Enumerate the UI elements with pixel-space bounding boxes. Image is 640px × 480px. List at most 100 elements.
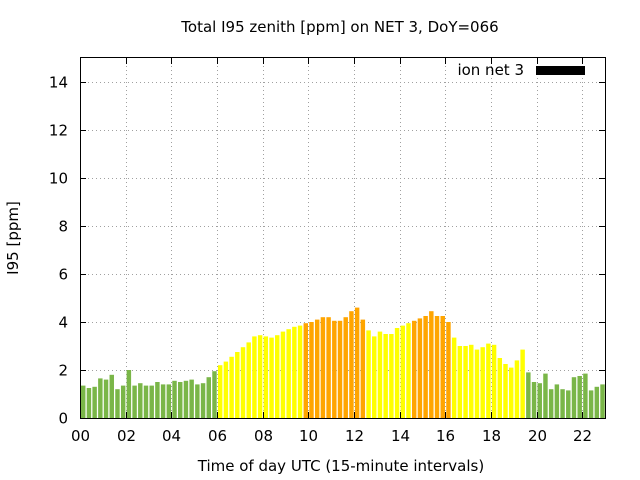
bar (235, 352, 240, 418)
bar (320, 317, 326, 418)
bar (503, 364, 508, 418)
bar (389, 334, 394, 418)
bar (280, 331, 286, 418)
bar (531, 382, 537, 418)
x-tick-label: 12 (345, 427, 364, 445)
bar (332, 320, 337, 418)
x-tick-label: 16 (436, 427, 455, 445)
bar (217, 365, 223, 418)
bar (200, 383, 206, 418)
y-tick-label: 14 (49, 74, 68, 92)
y-tick-label: 8 (58, 218, 68, 236)
bars (81, 307, 605, 418)
bar (138, 383, 143, 418)
bar (560, 389, 565, 418)
bar (457, 346, 463, 418)
bar (360, 319, 366, 418)
legend-label: ion net 3 (457, 61, 524, 79)
bar (446, 322, 451, 418)
bar (349, 311, 354, 418)
bar (411, 320, 417, 418)
y-tick-label: 0 (58, 410, 68, 428)
bar (166, 384, 172, 418)
bar (183, 380, 189, 418)
y-tick-label: 6 (58, 266, 68, 284)
bar (257, 335, 263, 418)
bar (577, 376, 582, 418)
bar (103, 379, 109, 418)
bar (206, 377, 211, 418)
bar (86, 388, 92, 418)
bar (337, 320, 343, 418)
bar (486, 343, 491, 418)
bar (109, 374, 114, 418)
bar (252, 336, 257, 418)
bar (212, 371, 217, 418)
bar (269, 337, 274, 418)
bar (469, 344, 474, 418)
bar (366, 330, 371, 418)
bar (554, 384, 560, 418)
bar (383, 334, 388, 418)
bar (600, 384, 605, 418)
bar (451, 337, 457, 418)
bar (406, 323, 411, 418)
bar (491, 344, 497, 418)
bar (343, 317, 348, 418)
bar (189, 379, 194, 418)
x-axis-label: Time of day UTC (15-minute intervals) (197, 457, 484, 475)
bar (508, 367, 514, 418)
bar (172, 380, 177, 418)
bar (240, 347, 246, 418)
bar (571, 377, 577, 418)
bar (429, 311, 434, 418)
plot-frame (80, 57, 606, 419)
bar (143, 385, 149, 418)
bar (229, 356, 234, 418)
bar (548, 389, 554, 418)
x-tick-label: 06 (208, 427, 227, 445)
bar (394, 328, 400, 418)
bar (246, 342, 251, 418)
bar (178, 382, 183, 418)
bar (115, 389, 120, 418)
y-axis-label: I95 [ppm] (4, 201, 22, 275)
bar (275, 335, 280, 418)
bar (292, 326, 297, 418)
bar (155, 382, 160, 418)
x-tick-label: 22 (573, 427, 592, 445)
bar (263, 336, 269, 418)
bar (440, 316, 445, 418)
bar (314, 319, 320, 418)
bar (463, 346, 468, 418)
bar (303, 323, 308, 418)
bar (354, 307, 360, 418)
bar (309, 322, 314, 418)
bar (543, 373, 548, 418)
bar (514, 360, 520, 418)
bar (537, 383, 542, 418)
bar (583, 373, 588, 418)
y-tick-label: 12 (49, 122, 68, 140)
grid (80, 58, 605, 418)
bar (566, 390, 571, 418)
bar (497, 358, 503, 418)
bar (423, 316, 428, 418)
bar (520, 349, 525, 418)
bar (98, 378, 103, 418)
bar (160, 384, 166, 418)
y-tick-label: 4 (58, 314, 68, 332)
bar (81, 385, 86, 418)
bar (223, 361, 229, 418)
bar (195, 384, 200, 418)
x-tick-label: 02 (117, 427, 136, 445)
x-tick-label: 10 (299, 427, 318, 445)
bar (149, 385, 154, 418)
bar (126, 370, 132, 418)
y-tick-label: 2 (58, 362, 68, 380)
bar (434, 316, 440, 418)
bar (372, 336, 377, 418)
bar (377, 331, 383, 418)
